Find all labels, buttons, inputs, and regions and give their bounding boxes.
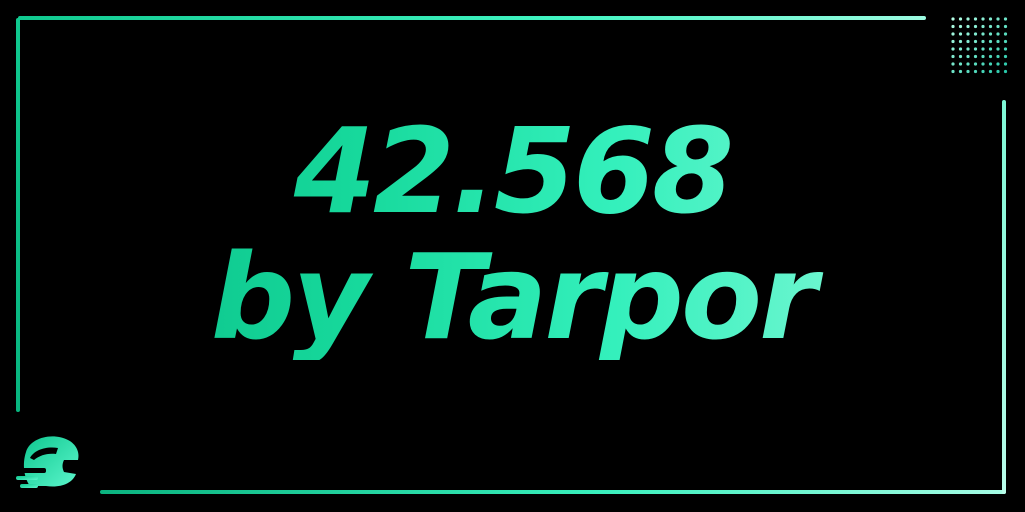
dot-grid-icon	[951, 17, 1008, 74]
grid-dot	[973, 17, 978, 21]
grid-dot	[966, 39, 970, 44]
grid-dot	[996, 17, 1000, 21]
grid-dot	[973, 54, 978, 59]
grid-dot	[951, 24, 955, 29]
grid-dot	[1003, 17, 1008, 21]
helmet-logo-icon	[16, 436, 79, 488]
grid-dot	[981, 69, 985, 74]
grid-dot	[966, 32, 970, 36]
grid-dot	[966, 24, 970, 29]
grid-dot	[988, 54, 993, 59]
grid-dot	[951, 32, 955, 36]
grid-dot	[973, 24, 978, 29]
grid-dot	[958, 39, 963, 44]
grid-dot	[958, 17, 963, 21]
grid-dot	[988, 32, 993, 36]
grid-dot	[1003, 69, 1008, 74]
grid-dot	[951, 54, 955, 59]
grid-dot	[958, 32, 963, 36]
grid-dot	[1003, 32, 1008, 36]
grid-dot	[981, 24, 985, 29]
grid-dot	[958, 24, 963, 29]
grid-dot	[951, 62, 955, 66]
grid-dot	[1003, 24, 1008, 29]
grid-dot	[973, 62, 978, 66]
grid-dot	[958, 54, 963, 59]
grid-dot	[973, 69, 978, 74]
grid-dot	[988, 69, 993, 74]
headline: 42.568 by Tarpor	[0, 108, 1025, 360]
grid-dot	[996, 54, 1000, 59]
grid-dot	[1003, 39, 1008, 44]
frame-right-line	[1002, 100, 1006, 494]
grid-dot	[1003, 54, 1008, 59]
frame-bottom-line	[100, 490, 1006, 494]
grid-dot	[973, 39, 978, 44]
grid-dot	[951, 47, 955, 51]
grid-dot	[966, 17, 970, 21]
grid-dot	[996, 24, 1000, 29]
grid-dot	[988, 17, 993, 21]
grid-dot	[981, 32, 985, 36]
grid-dot	[981, 17, 985, 21]
grid-dot	[1003, 62, 1008, 66]
grid-dot	[958, 62, 963, 66]
grid-dot	[966, 54, 970, 59]
grid-dot	[958, 69, 963, 74]
grid-dot	[981, 39, 985, 44]
grid-dot	[966, 62, 970, 66]
grid-dot	[988, 47, 993, 51]
grid-dot	[996, 32, 1000, 36]
grid-dot	[981, 47, 985, 51]
grid-dot	[988, 39, 993, 44]
grid-dot	[958, 47, 963, 51]
grid-dot	[1003, 47, 1008, 51]
grid-dot	[973, 47, 978, 51]
frame-top-line	[18, 16, 926, 20]
grid-dot	[996, 39, 1000, 44]
grid-dot	[951, 17, 955, 21]
grid-dot	[988, 24, 993, 29]
grid-dot	[966, 69, 970, 74]
grid-dot	[981, 54, 985, 59]
grid-dot	[951, 39, 955, 44]
grid-dot	[951, 69, 955, 74]
grid-dot	[996, 69, 1000, 74]
grid-dot	[996, 62, 1000, 66]
grid-dot	[973, 32, 978, 36]
grid-dot	[996, 47, 1000, 51]
grid-dot	[966, 47, 970, 51]
frame-left-line	[16, 18, 20, 412]
headline-author: by Tarpor	[210, 228, 815, 366]
headline-number: 42.568	[293, 102, 732, 240]
grid-dot	[988, 62, 993, 66]
grid-dot	[981, 62, 985, 66]
